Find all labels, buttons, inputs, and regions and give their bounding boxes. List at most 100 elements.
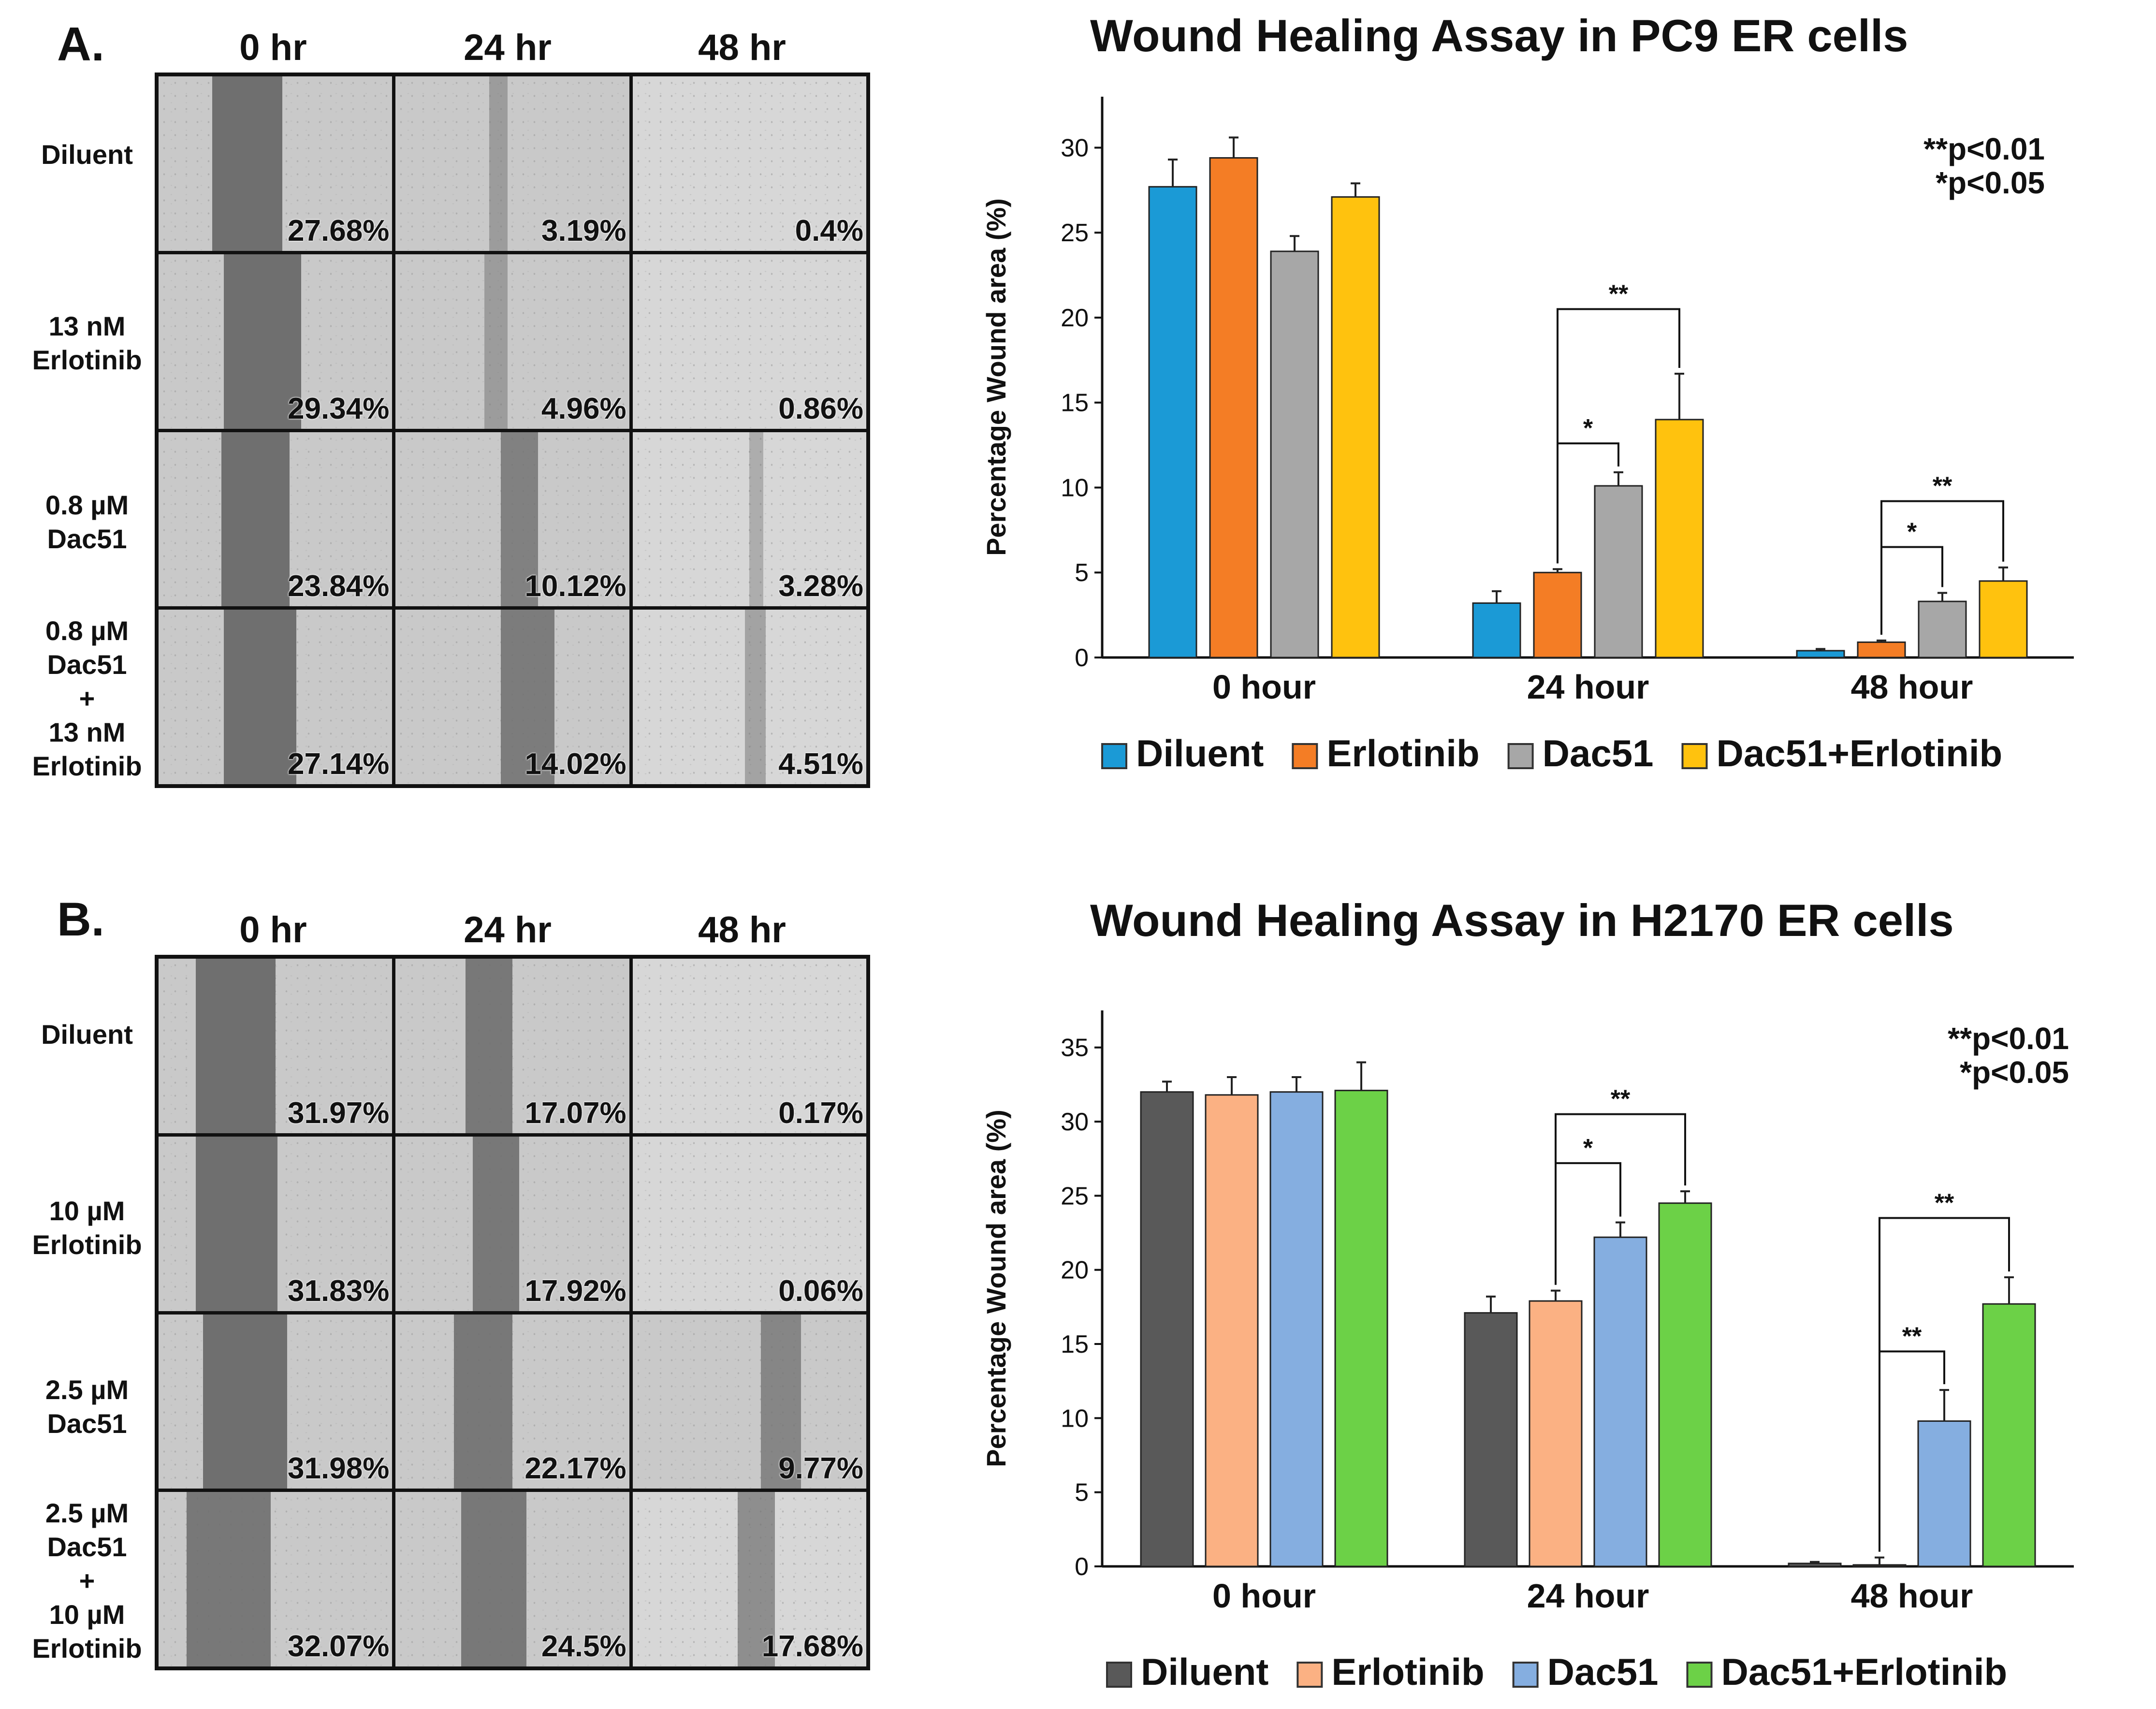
- legend-label: Dac51: [1543, 732, 1654, 774]
- micrograph: 31.98%: [159, 1314, 393, 1489]
- wound-percent: 0.17%: [778, 1096, 863, 1130]
- legend-label: Diluent: [1136, 732, 1264, 774]
- chart-b-title: Wound Healing Assay in H2170 ER cells: [1090, 895, 1954, 946]
- micrograph: 32.07%: [159, 1492, 393, 1666]
- wound-percent: 27.68%: [288, 214, 390, 248]
- micrograph: 29.34%: [159, 254, 393, 429]
- wound-percent: 0.4%: [795, 214, 863, 248]
- panel-b-row-label-1: 10 µM Erlotinib: [32, 1196, 142, 1260]
- wound-percent: 29.34%: [288, 392, 390, 425]
- wound-percent: 4.51%: [778, 747, 863, 781]
- x-tick-label: 48 hour: [1851, 668, 1973, 706]
- y-tick-label: 15: [1061, 389, 1089, 417]
- bar-dac51: [1270, 250, 1319, 658]
- micrograph: 27.68%: [159, 76, 393, 251]
- y-tick-label: 15: [1061, 1330, 1089, 1358]
- wound-percent: 31.83%: [288, 1274, 390, 1308]
- micrograph: 0.06%: [632, 1136, 866, 1311]
- panel-b-col-header-0: 0 hr: [239, 909, 307, 950]
- panel-b-letter: B.: [57, 892, 104, 946]
- wound-percent: 3.19%: [541, 214, 626, 248]
- legend-label: Dac51+Erlotinib: [1717, 732, 2003, 774]
- legend-swatch: [1101, 743, 1127, 769]
- wound-percent: 4.96%: [541, 392, 626, 425]
- legend-swatch: [1686, 1662, 1713, 1688]
- bar-dac51-erlotinib: [1331, 196, 1380, 658]
- significance-star: **: [1935, 1189, 1954, 1217]
- bar-diluent: [1148, 186, 1197, 658]
- p-value-note: **p<0.01: [1923, 131, 2045, 166]
- bar-diluent: [1140, 1091, 1194, 1567]
- wound-percent: 10.12%: [524, 570, 626, 603]
- wound-percent: 31.98%: [288, 1452, 390, 1486]
- significance-bracket: [1880, 546, 1943, 635]
- y-tick-label: 5: [1075, 1479, 1089, 1507]
- significance-bracket: [1555, 1162, 1621, 1285]
- panel-b-row-label-0: Diluent: [41, 1019, 133, 1050]
- p-value-note: **p<0.01: [1948, 1021, 2069, 1056]
- y-tick-label: 25: [1061, 1182, 1089, 1210]
- wound-percent: 31.97%: [288, 1096, 390, 1130]
- micrograph: 17.07%: [395, 959, 629, 1133]
- y-tick-label: 35: [1061, 1034, 1089, 1062]
- micrograph: 17.68%: [632, 1492, 866, 1666]
- y-tick-label: 10: [1061, 1404, 1089, 1432]
- bar-erlotinib: [1529, 1300, 1583, 1567]
- legend-label: Dac51: [1547, 1651, 1659, 1693]
- bar-dac51: [1918, 600, 1967, 658]
- chart-a: 0 5 10 15 20 25 30 Percentage Wound area (%) 0 h…: [981, 97, 2074, 774]
- legend-swatch: [1512, 1662, 1539, 1688]
- chart-a-title: Wound Healing Assay in PC9 ER cells: [1090, 10, 1908, 61]
- y-tick-label: 30: [1061, 1108, 1089, 1136]
- wound-percent: 9.77%: [778, 1452, 863, 1486]
- legend-swatch: [1681, 743, 1708, 769]
- bar-dac51: [1917, 1420, 1971, 1567]
- legend-swatch: [1297, 1662, 1323, 1688]
- wound-percent: 23.84%: [288, 570, 390, 603]
- panel-a-col-header-1: 24 hr: [464, 27, 552, 68]
- panel-a-image-grid: 27.68% 3.19% 0.4% 29.34% 4.96% 0.86% 23.…: [155, 73, 870, 788]
- bar-dac51: [1594, 485, 1643, 658]
- bar-diluent: [1464, 1312, 1518, 1567]
- wound-percent: 17.92%: [524, 1274, 626, 1308]
- legend-swatch: [1507, 743, 1534, 769]
- bar-diluent: [1472, 602, 1521, 658]
- panel-a-row-label-0: Diluent: [41, 139, 133, 170]
- wound-percent: 22.17%: [524, 1452, 626, 1486]
- micrograph: 3.28%: [632, 432, 866, 607]
- significance-star: *: [1583, 1134, 1593, 1162]
- legend-label: Diluent: [1141, 1651, 1268, 1693]
- legend-label: Dac51+Erlotinib: [1721, 1651, 2008, 1693]
- micrograph: 31.97%: [159, 959, 393, 1133]
- panel-a-row-label-2: 0.8 µM Dac51: [45, 490, 129, 554]
- bar-erlotinib: [1852, 1564, 1907, 1567]
- micrograph: 14.02%: [395, 610, 629, 784]
- micrograph: 24.5%: [395, 1492, 629, 1666]
- significance-star: **: [1933, 472, 1952, 500]
- y-tick-label: 5: [1075, 559, 1089, 587]
- micrograph: 23.84%: [159, 432, 393, 607]
- micrograph: 0.17%: [632, 959, 866, 1133]
- significance-bracket: [1879, 1350, 1945, 1552]
- panel-a-row-label-3: 0.8 µM Dac51 + 13 nM Erlotinib: [32, 615, 142, 781]
- y-tick-label: 0: [1075, 644, 1089, 672]
- micrograph: 0.4%: [632, 76, 866, 251]
- y-tick-label: 20: [1061, 1256, 1089, 1285]
- panel-a-row-label-1: 13 nM Erlotinib: [32, 311, 142, 375]
- bar-erlotinib: [1533, 571, 1582, 658]
- wound-percent: 32.07%: [288, 1630, 390, 1663]
- bar-dac51-erlotinib: [1982, 1303, 2036, 1567]
- wound-percent: 24.5%: [541, 1630, 626, 1663]
- y-tick-label: 25: [1061, 219, 1089, 247]
- x-tick-label: 0 hour: [1212, 1577, 1316, 1615]
- micrograph: 22.17%: [395, 1314, 629, 1489]
- significance-bracket: [1557, 308, 1680, 564]
- bar-diluent: [1796, 650, 1845, 658]
- bar-diluent: [1788, 1563, 1842, 1567]
- significance-star: **: [1611, 1085, 1631, 1113]
- significance-bracket: [1557, 442, 1619, 564]
- bar-dac51-erlotinib: [1979, 580, 2028, 658]
- micrograph: 27.14%: [159, 610, 393, 784]
- p-value-note: *p<0.05: [1936, 165, 2045, 200]
- x-tick-label: 24 hour: [1527, 1577, 1649, 1615]
